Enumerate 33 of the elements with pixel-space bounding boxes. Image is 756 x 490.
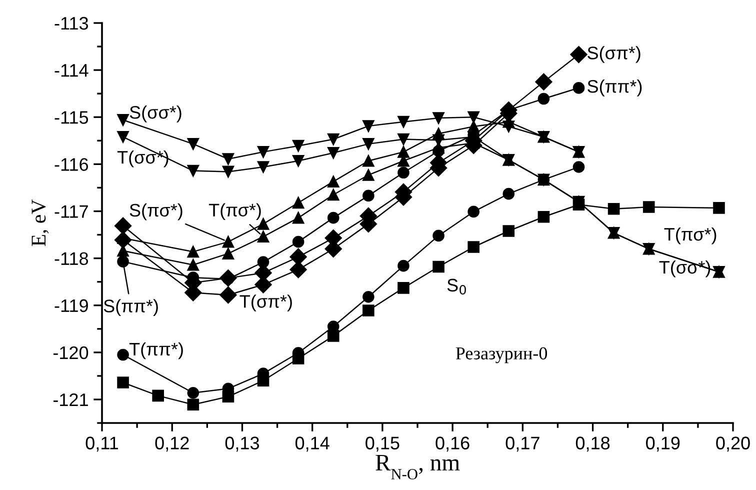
x-tick-label: 0,16: [436, 436, 470, 452]
annotation: T(σσ*): [117, 150, 168, 168]
annotation: T(πσ*): [208, 203, 261, 220]
y-tick-label: -115: [54, 111, 88, 124]
annotation: S(σσ*): [130, 106, 182, 122]
x-tick-label: 0,13: [225, 436, 259, 452]
x-tick-label: 0,20: [716, 436, 750, 452]
y-tick-label: -121: [53, 393, 88, 406]
x-tick-label: 0,12: [155, 436, 189, 452]
annotation: S(ππ*): [588, 80, 642, 96]
annotation: T(ππ*): [129, 342, 183, 360]
x-tick-label: 0,15: [366, 436, 400, 452]
annotation: S(ππ*): [104, 299, 158, 316]
y-tick-label: -120: [53, 346, 88, 360]
y-tick-label: -119: [54, 299, 88, 312]
x-tick-label: 0,17: [506, 436, 540, 452]
y-tick-label: -118: [54, 252, 88, 266]
annotation: Резазурин-0: [456, 347, 548, 364]
annotation: S(σπ*): [588, 46, 640, 63]
annotation: T(σσ*): [659, 260, 710, 278]
y-tick-label: -117: [54, 205, 88, 218]
y-tick-label: -116: [54, 158, 88, 171]
x-tick-label: 0,11: [86, 436, 118, 452]
annotation: T(σπ*): [240, 294, 292, 312]
x-tick-label: 0,19: [646, 436, 680, 452]
y-axis-title: E, eV: [32, 200, 49, 246]
x-tick-label: 0,14: [295, 436, 330, 452]
x-tick-label: 0,18: [576, 436, 610, 452]
annotation: S(πσ*): [130, 203, 182, 220]
annotation: T(πσ*): [664, 227, 716, 244]
y-tick-label: -113: [54, 16, 88, 30]
annotation: S$_{0}$: [447, 278, 466, 295]
y-tick-label: -114: [54, 64, 88, 77]
